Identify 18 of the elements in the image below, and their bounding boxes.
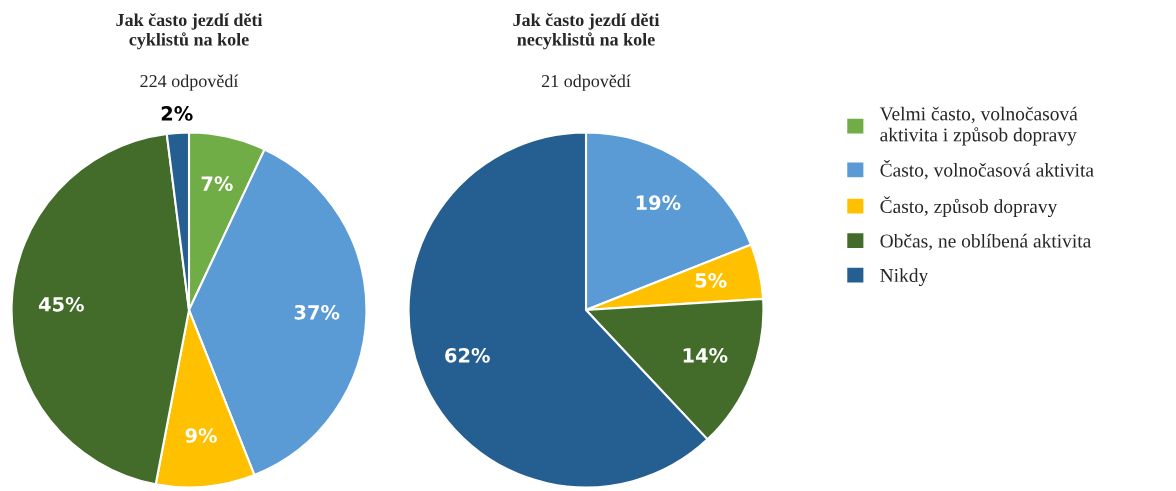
data-label: 45% [38, 296, 84, 312]
data-label: 2% [161, 106, 193, 121]
legend-label: Často, způsob dopravy [880, 196, 1058, 218]
legend-label: Často, volnočasová aktivita [880, 159, 1094, 180]
chart-subtitle: 224 odpovědí [140, 74, 239, 91]
data-label: 7% [201, 176, 233, 191]
legend-label: Nikdy [880, 268, 929, 287]
chart-subtitle: 21 odpovědí [541, 74, 631, 91]
chart-title: Jak často jezdí děti cyklistů na kole [116, 13, 263, 50]
legend-label: Velmi často, volnočasová aktivita i způsob dopravy [879, 106, 1078, 146]
data-label: 19% [636, 195, 681, 210]
data-label: 62% [445, 347, 490, 363]
data-label: 37% [294, 304, 340, 320]
legend-label: Občas, ne oblíbená aktivita [880, 233, 1092, 251]
data-label: 14% [683, 347, 728, 363]
chart-title: Jak často jezdí děti necyklistů na kole [513, 13, 660, 50]
data-label: 9% [185, 428, 217, 443]
data-label: 5% [695, 273, 727, 288]
